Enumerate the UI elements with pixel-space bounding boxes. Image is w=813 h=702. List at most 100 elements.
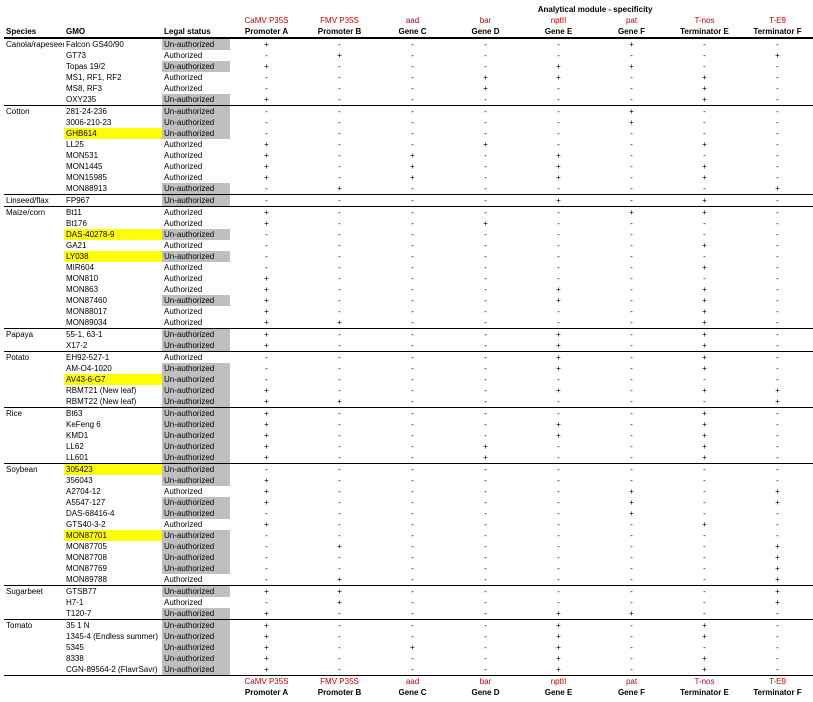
cell-mark: - [303, 508, 376, 519]
table-footer: CaMV P35SFMV P35SaadbarnptIIpatT-nosT-E9… [4, 676, 813, 699]
cell-mark: + [668, 340, 741, 352]
cell-mark: + [595, 117, 668, 128]
cell-mark: - [303, 251, 376, 262]
cell-mark: - [595, 586, 668, 598]
cell-gmo: MON88017 [64, 306, 162, 317]
cell-mark: - [449, 486, 522, 497]
cell-mark: + [230, 475, 303, 486]
cell-mark: + [522, 150, 595, 161]
module-name: Gene E [522, 687, 595, 698]
cell-mark: - [595, 441, 668, 452]
cell-mark: - [522, 38, 595, 50]
cell-mark: + [230, 486, 303, 497]
cell-mark: - [303, 139, 376, 150]
cell-mark: + [230, 631, 303, 642]
module-label: aad [376, 15, 449, 26]
cell-mark: - [595, 262, 668, 273]
cell-mark: + [668, 452, 741, 464]
cell-mark: - [595, 218, 668, 229]
cell-mark: - [595, 94, 668, 106]
cell-mark: + [668, 631, 741, 642]
cell-mark: - [595, 284, 668, 295]
cell-species: Soybean [4, 464, 64, 476]
cell-species [4, 385, 64, 396]
cell-mark: - [668, 464, 741, 476]
cell-mark: - [741, 430, 813, 441]
cell-species: Rice [4, 408, 64, 420]
cell-mark: - [522, 464, 595, 476]
cell-gmo: EH92-527-1 [64, 352, 162, 364]
cell-mark: - [668, 475, 741, 486]
cell-species [4, 273, 64, 284]
cell-mark: - [376, 262, 449, 273]
cell-mark: - [303, 475, 376, 486]
cell-mark: + [741, 497, 813, 508]
cell-mark: - [303, 340, 376, 352]
cell-mark: + [522, 72, 595, 83]
cell-mark: - [303, 430, 376, 441]
cell-mark: - [741, 128, 813, 139]
module-name: Promoter A [230, 687, 303, 698]
cell-gmo: RBMT22 (New leaf) [64, 396, 162, 408]
cell-legal: Authorized [162, 240, 230, 251]
cell-mark: - [522, 486, 595, 497]
table-row: A2704-12Authorized+----+-+-+ [4, 486, 813, 497]
cell-mark: - [741, 273, 813, 284]
cell-mark: - [595, 530, 668, 541]
cell-mark: + [668, 172, 741, 183]
cell-mark: - [741, 72, 813, 83]
cell-mark: - [741, 83, 813, 94]
cell-mark: - [595, 374, 668, 385]
cell-mark: + [230, 664, 303, 676]
table-row: MON531Authorized+-+-+----- [4, 150, 813, 161]
module-label: FMV P35S [303, 15, 376, 26]
cell-mark: - [449, 229, 522, 240]
cell-mark: - [449, 128, 522, 139]
cell-mark: + [668, 72, 741, 83]
cell-species [4, 61, 64, 72]
cell-mark: - [741, 284, 813, 295]
cell-mark: + [522, 340, 595, 352]
module-name: Promoter A [230, 26, 303, 38]
cell-gmo: T120-7 [64, 608, 162, 620]
cell-gmo: GHB614 [64, 128, 162, 139]
cell-mark: - [522, 519, 595, 530]
cell-legal: Un-authorized [162, 530, 230, 541]
cell-mark: - [668, 229, 741, 240]
cell-mark: - [376, 508, 449, 519]
table-row: X17-2Un-authorized+---+-+--- [4, 340, 813, 352]
cell-mark: + [522, 620, 595, 632]
cell-mark: + [668, 195, 741, 207]
cell-mark: - [376, 475, 449, 486]
cell-mark: - [376, 50, 449, 61]
cell-mark: - [741, 229, 813, 240]
cell-mark: + [230, 586, 303, 598]
table-row: MON863Authorized+---+-+--- [4, 284, 813, 295]
cell-mark: + [522, 161, 595, 172]
cell-legal: Authorized [162, 172, 230, 183]
module-label: T-E9 [741, 676, 813, 688]
cell-mark: - [303, 385, 376, 396]
cell-mark: - [303, 530, 376, 541]
cell-mark: + [741, 385, 813, 396]
cell-mark: - [230, 72, 303, 83]
cell-mark: + [668, 385, 741, 396]
cell-mark: - [303, 552, 376, 563]
cell-mark: + [522, 295, 595, 306]
cell-mark: + [303, 541, 376, 552]
cell-mark: - [668, 530, 741, 541]
cell-gmo: OXY235 [64, 94, 162, 106]
cell-mark: - [522, 508, 595, 519]
cell-mark: + [668, 664, 741, 676]
cell-gmo: LL601 [64, 452, 162, 464]
cell-legal: Un-authorized [162, 586, 230, 598]
cell-mark: - [449, 251, 522, 262]
cell-species: Sugarbeet [4, 586, 64, 598]
cell-mark: - [376, 486, 449, 497]
cell-mark: - [741, 664, 813, 676]
table-row: Cotton281-24-236Un-authorized-----+---- [4, 106, 813, 118]
cell-mark: - [449, 608, 522, 620]
cell-mark: - [522, 530, 595, 541]
cell-mark: - [303, 408, 376, 420]
cell-mark: + [522, 329, 595, 341]
